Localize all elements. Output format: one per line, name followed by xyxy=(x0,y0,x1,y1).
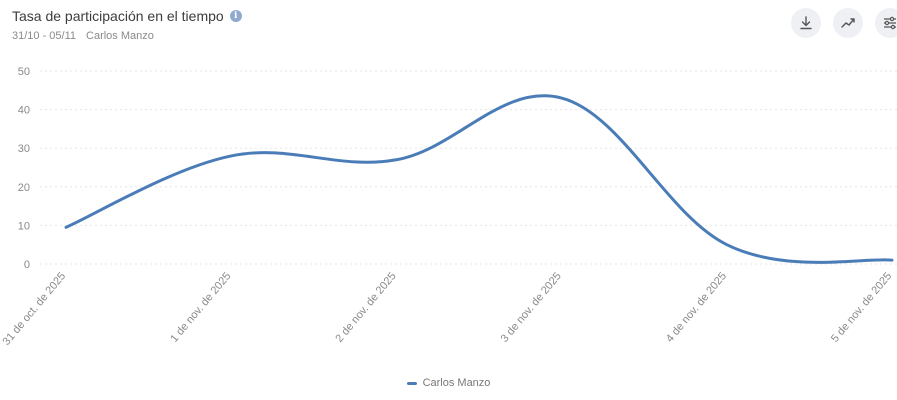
x-tick-label: 4 de nov. de 2025 xyxy=(664,270,729,345)
chart-toolbar xyxy=(791,8,897,38)
date-range: 31/10 - 05/11 xyxy=(12,30,77,42)
settings-sliders-icon xyxy=(884,16,896,30)
x-tick-label: 5 de nov. de 2025 xyxy=(829,270,894,345)
x-tick-label: 1 de nov. de 2025 xyxy=(168,270,233,345)
y-tick-label: 50 xyxy=(18,66,30,78)
legend-swatch xyxy=(406,381,417,385)
line-chart: 0 10 20 30 40 50 31 de oct. de 2025 1 de nov. d… xyxy=(1,66,897,348)
chart-title: Tasa de participación en el tiempo xyxy=(12,8,224,24)
profile-name: Carlos Manzo xyxy=(86,30,154,42)
series-line xyxy=(64,94,894,264)
x-tick-label: 3 de nov. de 2025 xyxy=(499,270,564,345)
chart-header: Tasa de participación en el tiempo i 31/… xyxy=(12,8,242,42)
settings-button[interactable] xyxy=(875,8,897,38)
download-icon xyxy=(800,16,812,30)
y-tick-label: 30 xyxy=(18,143,30,155)
y-tick-label: 20 xyxy=(18,182,30,194)
trend-button[interactable] xyxy=(833,8,863,38)
legend-label: Carlos Manzo xyxy=(422,377,491,389)
x-tick-label: 2 de nov. de 2025 xyxy=(333,270,398,345)
download-button[interactable] xyxy=(791,8,821,38)
info-icon[interactable]: i xyxy=(229,10,242,22)
title-row: Tasa de participación en el tiempo i xyxy=(12,8,242,24)
y-tick-label: 40 xyxy=(18,105,30,117)
y-tick-label: 0 xyxy=(24,259,30,271)
x-tick-label: 31 de oct. de 2025 xyxy=(1,270,69,348)
chart-legend[interactable]: Carlos Manzo xyxy=(0,377,897,389)
trend-icon xyxy=(841,18,855,28)
y-tick-label: 10 xyxy=(18,220,30,232)
chart-subtitle: 31/10 - 05/11 Carlos Manzo xyxy=(12,30,242,42)
